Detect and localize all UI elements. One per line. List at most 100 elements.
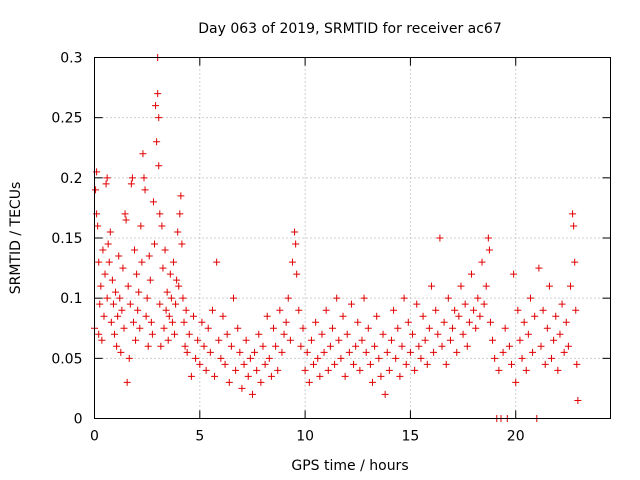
data-point [108, 276, 116, 284]
y-tick-label: 0.2 [60, 171, 82, 187]
data-point [345, 348, 353, 356]
data-point [238, 384, 246, 392]
data-point [413, 300, 421, 308]
data-point [356, 366, 364, 374]
data-point [255, 330, 263, 338]
data-point [524, 330, 532, 338]
data-point [133, 270, 141, 278]
data-point [151, 240, 159, 248]
data-point [276, 306, 284, 314]
data-point [292, 240, 300, 248]
data-point [172, 300, 180, 308]
data-point [219, 312, 227, 320]
data-point [246, 354, 254, 362]
data-point [189, 312, 197, 320]
data-point [427, 282, 435, 290]
data-point [495, 366, 503, 374]
data-point [225, 378, 233, 386]
data-point [164, 336, 172, 344]
data-point [144, 342, 152, 350]
data-point [402, 360, 410, 368]
data-point [465, 318, 473, 326]
data-point [305, 378, 313, 386]
y-tick-label: 0.15 [51, 231, 82, 247]
data-point [299, 324, 307, 332]
data-point [103, 174, 111, 182]
data-point [508, 360, 516, 368]
data-point [244, 372, 252, 380]
scatter-points [91, 54, 582, 422]
data-point [390, 306, 398, 314]
data-point [400, 294, 408, 302]
data-point [181, 342, 189, 350]
data-point [318, 330, 326, 338]
data-point [430, 348, 438, 356]
data-point [394, 324, 402, 332]
data-point [472, 324, 480, 332]
data-point [322, 306, 330, 314]
y-tick-label: 0.1 [60, 291, 82, 307]
data-point [265, 354, 273, 362]
data-point [106, 228, 114, 236]
data-point [366, 360, 374, 368]
data-point [444, 294, 452, 302]
data-point [381, 390, 389, 398]
data-point [141, 186, 149, 194]
data-point [379, 330, 387, 338]
data-point [174, 228, 182, 236]
data-point [137, 222, 145, 230]
data-point [132, 336, 140, 344]
y-axis-label: SRMTID / TECUs [8, 182, 24, 295]
data-point [211, 372, 219, 380]
data-point [123, 378, 131, 386]
data-point [227, 342, 235, 350]
data-point [463, 342, 471, 350]
data-point [545, 282, 553, 290]
data-point [183, 348, 191, 356]
data-point [566, 282, 574, 290]
data-point [455, 312, 463, 320]
data-point [371, 342, 379, 350]
data-point [459, 330, 467, 338]
data-point [350, 360, 358, 368]
data-point [94, 222, 102, 230]
data-point [486, 318, 494, 326]
data-point [480, 300, 488, 308]
data-point [554, 366, 562, 374]
y-tick-label: 0.25 [51, 111, 82, 127]
data-point [392, 354, 400, 362]
data-point [126, 300, 134, 308]
x-tick-label: 15 [402, 429, 420, 445]
data-point [240, 360, 248, 368]
data-point [574, 396, 582, 404]
data-point [526, 294, 534, 302]
data-point [396, 372, 404, 380]
data-point [147, 318, 155, 326]
data-point [167, 294, 175, 302]
data-point [251, 348, 259, 356]
data-point [177, 192, 185, 200]
data-point [432, 306, 440, 314]
data-point [114, 312, 122, 320]
data-point [529, 348, 537, 356]
data-point [385, 366, 393, 374]
data-point [280, 330, 288, 338]
data-point [512, 378, 520, 386]
data-point [175, 282, 183, 290]
data-point [326, 342, 334, 350]
data-point [451, 306, 459, 314]
data-point [138, 258, 146, 266]
data-point [176, 210, 184, 218]
data-point [541, 360, 549, 368]
data-point [171, 330, 179, 338]
data-point [415, 342, 423, 350]
data-point [558, 300, 566, 308]
data-point [354, 318, 362, 326]
data-point [242, 336, 250, 344]
data-point [113, 342, 121, 350]
data-point [286, 336, 294, 344]
data-point [223, 330, 231, 338]
y-tick-label: 0 [74, 412, 83, 428]
data-point [259, 342, 267, 350]
data-point [556, 330, 564, 338]
